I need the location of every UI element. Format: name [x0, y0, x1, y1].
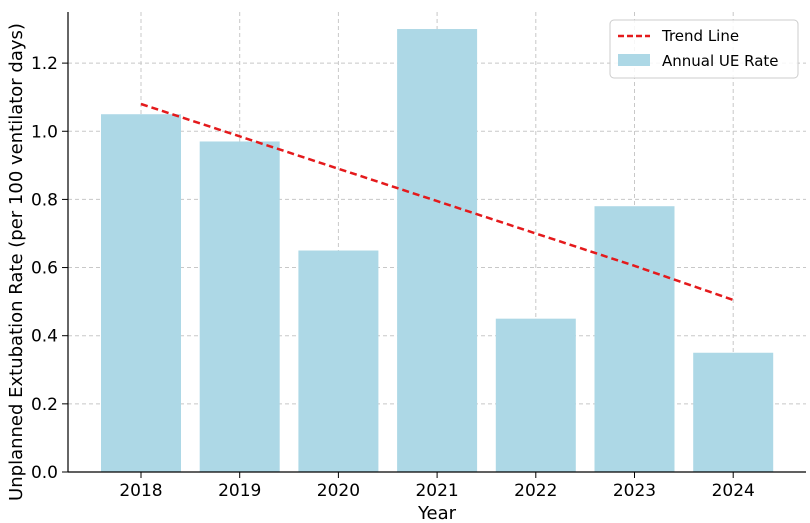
bar-2021 — [397, 29, 478, 472]
legend-bar-label: Annual UE Rate — [662, 52, 779, 70]
y-tick-label: 0.0 — [31, 463, 58, 483]
legend: Trend Line Annual UE Rate — [609, 19, 799, 79]
legend-bar-swatch — [618, 54, 650, 66]
y-tick-label: 0.4 — [31, 327, 58, 347]
bar-2022 — [495, 318, 576, 472]
y-tick-label: 1.0 — [31, 122, 58, 142]
y-tick-label: 0.6 — [31, 259, 58, 279]
x-axis-label: Year — [417, 503, 457, 523]
legend-trend-label: Trend Line — [661, 27, 739, 45]
x-tick-label: 2019 — [218, 481, 261, 501]
x-tick-label: 2020 — [317, 481, 360, 501]
bars — [101, 29, 774, 472]
y-axis-ticks: 0.0 0.2 0.4 0.6 0.8 1.0 1.2 — [31, 54, 68, 483]
trend-line-layer — [140, 102, 734, 302]
x-axis-ticks: 2018 2019 2020 2021 2022 2023 2024 — [119, 472, 755, 501]
bar-2018 — [101, 114, 181, 472]
bar-2024 — [693, 352, 774, 472]
x-tick-label: 2024 — [712, 481, 755, 501]
x-tick-label: 2023 — [613, 481, 656, 501]
x-tick-label: 2021 — [415, 481, 458, 501]
y-tick-label: 0.8 — [31, 190, 58, 210]
y-tick-label: 1.2 — [31, 54, 58, 74]
bar-2019 — [199, 141, 280, 472]
x-tick-label: 2018 — [119, 481, 162, 501]
x-tick-label: 2022 — [514, 481, 557, 501]
y-tick-label: 0.2 — [31, 395, 58, 415]
legend-box — [609, 19, 799, 79]
bar-2020 — [298, 250, 379, 472]
y-axis-label: Unplanned Extubation Rate (per 100 venti… — [6, 23, 27, 501]
bar-2023 — [594, 206, 675, 472]
trend-line — [140, 102, 734, 302]
